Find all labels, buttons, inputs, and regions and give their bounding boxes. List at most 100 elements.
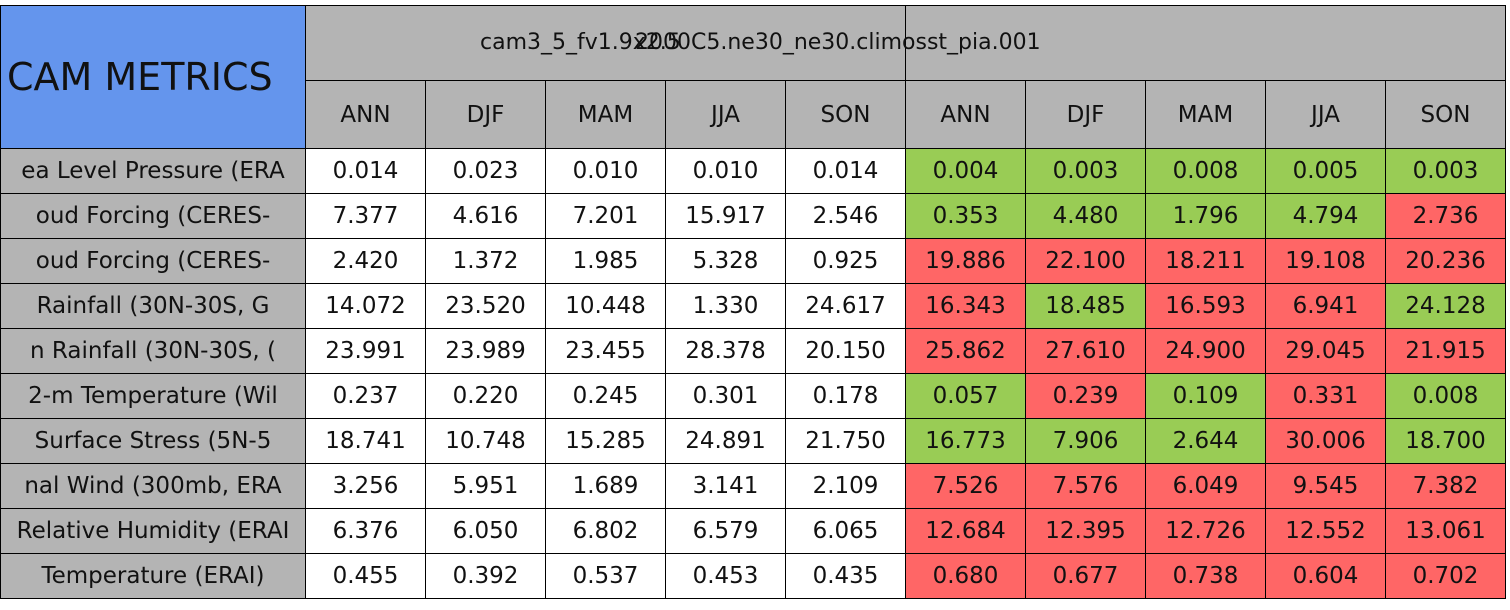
value-cell: 5.328 (665, 238, 786, 284)
group-header (905, 5, 1506, 81)
group-header (305, 5, 906, 81)
row-label: Relative Humidity (ERAI (0, 508, 306, 554)
value-cell: 1.985 (545, 238, 666, 284)
value-cell: 0.245 (545, 373, 666, 419)
value-cell: 6.050 (425, 508, 546, 554)
row-label: ea Level Pressure (ERA (0, 148, 306, 194)
value-cell: 4.480 (1025, 193, 1146, 239)
column-header: MAM (545, 80, 666, 149)
value-cell: 0.008 (1385, 373, 1506, 419)
value-cell: 0.537 (545, 553, 666, 599)
value-cell: 0.014 (785, 148, 906, 194)
column-header: SON (785, 80, 906, 149)
value-cell: 28.378 (665, 328, 786, 374)
value-cell: 0.301 (665, 373, 786, 419)
group-label: 2000C5.ne30_ne30.climosst_pia.001 (635, 30, 1041, 55)
value-cell: 18.211 (1145, 238, 1266, 284)
value-cell: 16.773 (905, 418, 1026, 464)
value-cell: 0.677 (1025, 553, 1146, 599)
row-label: Rainfall (30N-30S, G (0, 283, 306, 329)
value-cell: 24.617 (785, 283, 906, 329)
value-cell: 14.072 (305, 283, 426, 329)
value-cell: 7.382 (1385, 463, 1506, 509)
value-cell: 0.239 (1025, 373, 1146, 419)
column-header: MAM (1145, 80, 1266, 149)
value-cell: 0.010 (545, 148, 666, 194)
value-cell: 1.796 (1145, 193, 1266, 239)
value-cell: 0.178 (785, 373, 906, 419)
value-cell: 0.435 (785, 553, 906, 599)
value-cell: 24.128 (1385, 283, 1506, 329)
value-cell: 0.738 (1145, 553, 1266, 599)
value-cell: 22.100 (1025, 238, 1146, 284)
value-cell: 0.220 (425, 373, 546, 419)
value-cell: 0.109 (1145, 373, 1266, 419)
value-cell: 6.065 (785, 508, 906, 554)
value-cell: 29.045 (1265, 328, 1386, 374)
value-cell: 6.376 (305, 508, 426, 554)
value-cell: 1.330 (665, 283, 786, 329)
value-cell: 16.343 (905, 283, 1026, 329)
value-cell: 2.546 (785, 193, 906, 239)
group-label: cam3_5_fv1.9x2.5 (480, 30, 681, 55)
value-cell: 0.925 (785, 238, 906, 284)
value-cell: 19.886 (905, 238, 1026, 284)
value-cell: 1.689 (545, 463, 666, 509)
value-cell: 21.750 (785, 418, 906, 464)
row-label: Surface Stress (5N-5 (0, 418, 306, 464)
value-cell: 0.237 (305, 373, 426, 419)
value-cell: 23.991 (305, 328, 426, 374)
value-cell: 18.485 (1025, 283, 1146, 329)
row-label: oud Forcing (CERES- (0, 238, 306, 284)
value-cell: 9.545 (1265, 463, 1386, 509)
value-cell: 0.453 (665, 553, 786, 599)
value-cell: 1.372 (425, 238, 546, 284)
value-cell: 16.593 (1145, 283, 1266, 329)
value-cell: 5.951 (425, 463, 546, 509)
value-cell: 0.003 (1385, 148, 1506, 194)
value-cell: 2.109 (785, 463, 906, 509)
value-cell: 25.862 (905, 328, 1026, 374)
value-cell: 18.700 (1385, 418, 1506, 464)
value-cell: 2.644 (1145, 418, 1266, 464)
value-cell: 6.579 (665, 508, 786, 554)
value-cell: 0.392 (425, 553, 546, 599)
value-cell: 3.256 (305, 463, 426, 509)
value-cell: 2.736 (1385, 193, 1506, 239)
value-cell: 0.008 (1145, 148, 1266, 194)
value-cell: 10.448 (545, 283, 666, 329)
column-header: JJA (1265, 80, 1386, 149)
value-cell: 23.455 (545, 328, 666, 374)
value-cell: 13.061 (1385, 508, 1506, 554)
value-cell: 0.023 (425, 148, 546, 194)
value-cell: 24.891 (665, 418, 786, 464)
value-cell: 0.331 (1265, 373, 1386, 419)
value-cell: 12.552 (1265, 508, 1386, 554)
column-header: DJF (425, 80, 546, 149)
value-cell: 15.917 (665, 193, 786, 239)
value-cell: 0.353 (905, 193, 1026, 239)
value-cell: 0.005 (1265, 148, 1386, 194)
value-cell: 12.726 (1145, 508, 1266, 554)
value-cell: 7.526 (905, 463, 1026, 509)
value-cell: 24.900 (1145, 328, 1266, 374)
value-cell: 30.006 (1265, 418, 1386, 464)
row-label: nal Wind (300mb, ERA (0, 463, 306, 509)
column-header: ANN (905, 80, 1026, 149)
value-cell: 21.915 (1385, 328, 1506, 374)
value-cell: 18.741 (305, 418, 426, 464)
value-cell: 0.003 (1025, 148, 1146, 194)
value-cell: 4.794 (1265, 193, 1386, 239)
row-label: Temperature (ERAI) (0, 553, 306, 599)
column-header: DJF (1025, 80, 1146, 149)
value-cell: 3.141 (665, 463, 786, 509)
value-cell: 0.057 (905, 373, 1026, 419)
value-cell: 20.150 (785, 328, 906, 374)
value-cell: 0.010 (665, 148, 786, 194)
value-cell: 6.941 (1265, 283, 1386, 329)
value-cell: 0.604 (1265, 553, 1386, 599)
value-cell: 0.680 (905, 553, 1026, 599)
value-cell: 7.201 (545, 193, 666, 239)
value-cell: 0.004 (905, 148, 1026, 194)
